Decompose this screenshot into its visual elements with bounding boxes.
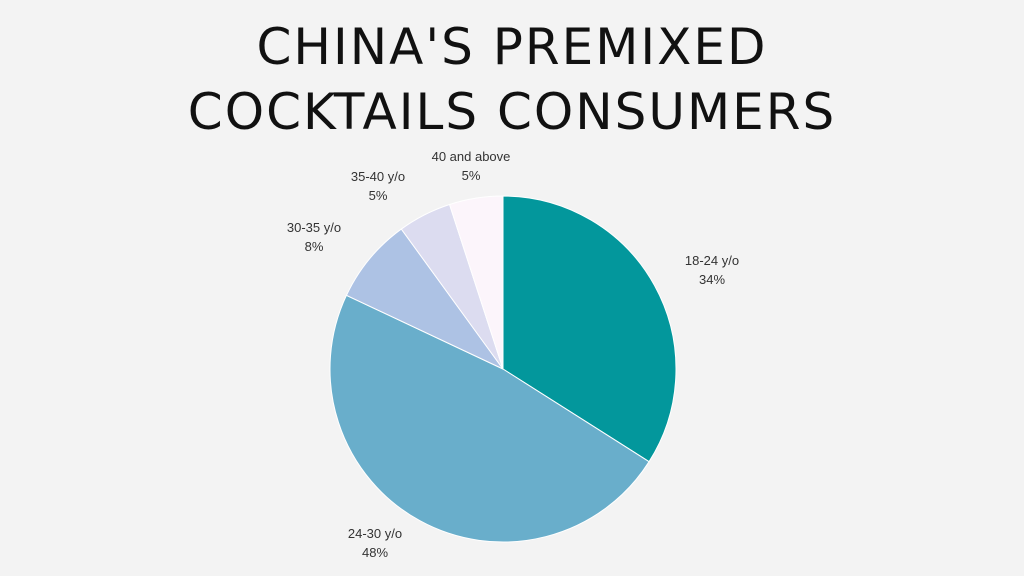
slice-label-30-35-y-o: 30-35 y/o <box>287 220 341 235</box>
chart-title-line-2: COCKTAILS CONSUMERS <box>187 83 837 141</box>
pie-slice-18-24-y-o <box>502 195 677 463</box>
slice-label-35-40-y-o: 35-40 y/o <box>351 169 405 184</box>
slice-label-18-24-y-o: 18-24 y/o <box>685 253 739 268</box>
slice-label-40-and-above: 40 and above <box>432 149 511 164</box>
slice-value-18-24-y-o: 34% <box>699 272 725 287</box>
slice-value-40-and-above: 5% <box>462 168 481 183</box>
pie-slice-40-and-above <box>448 195 504 370</box>
slice-value-30-35-y-o: 8% <box>305 239 324 254</box>
slice-label-24-30-y-o: 24-30 y/o <box>348 526 402 541</box>
slice-value-35-40-y-o: 5% <box>369 188 388 203</box>
pie-slice-24-30-y-o <box>329 294 650 543</box>
slice-value-24-30-y-o: 48% <box>362 545 388 560</box>
chart-title-line-1: CHINA'S PREMIXED <box>256 18 768 76</box>
